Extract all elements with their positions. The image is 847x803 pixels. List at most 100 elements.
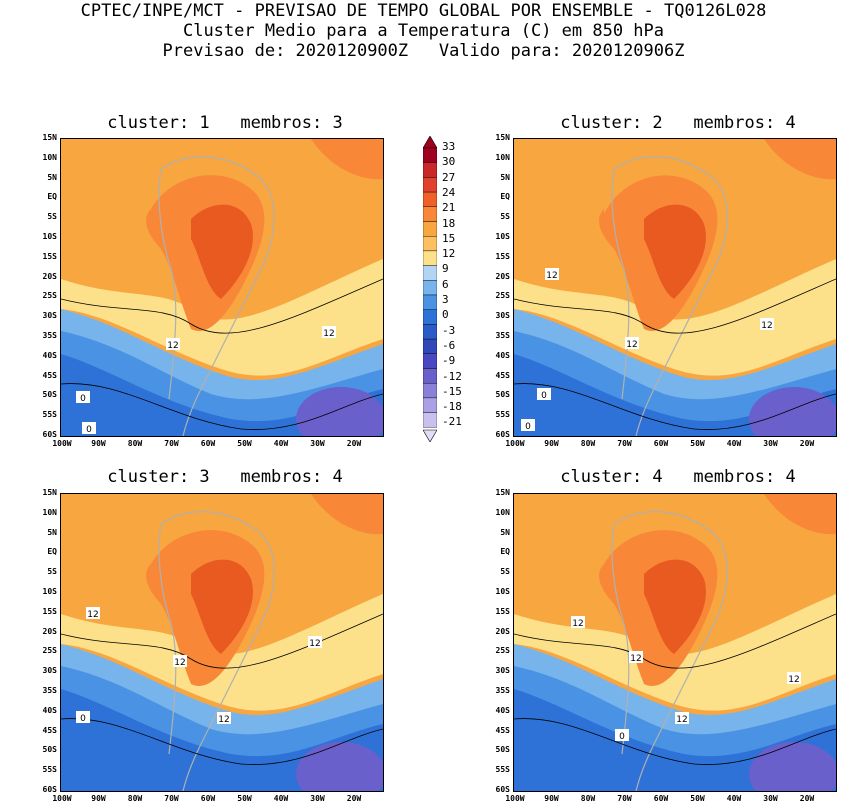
latitude-tick-label: 35S — [42, 686, 57, 695]
panel-4-title: cluster: 4 membros: 4 — [560, 467, 796, 487]
colorbar-swatch — [422, 324, 438, 340]
longitude-tick-label: 40W — [726, 439, 742, 448]
contour-label: 0 — [82, 422, 96, 435]
latitude-tick-label: 5S — [500, 567, 510, 577]
longitude-tick-label: 70W — [164, 794, 179, 803]
contour-label: 12 — [629, 651, 643, 664]
longitude-tick-label: 100W — [505, 794, 525, 803]
latitude-tick-label: 10N — [42, 507, 57, 517]
latitude-tick-label: 45S — [495, 725, 510, 735]
longitude-tick-label: 70W — [164, 439, 179, 448]
colorbar-swatch — [422, 412, 438, 428]
temperature-field-map: 12 12 12 12 0 — [61, 494, 383, 791]
svg-text:12: 12 — [630, 654, 641, 664]
contour-label: 12 — [173, 655, 187, 668]
map-panel-cluster-2: 12 12 12 0 0 — [513, 138, 837, 437]
longitude-tick-label: 30W — [310, 439, 325, 448]
latitude-tick-label: 25S — [42, 291, 57, 301]
latitude-tick-label: 15N — [42, 488, 57, 497]
longitude-tick-label: 40W — [273, 794, 289, 803]
longitude-tick-label: 60W — [200, 794, 216, 803]
colorbar-tick-label: 30 — [442, 155, 456, 169]
latitude-tick-label: 35S — [495, 686, 510, 695]
colorbar-swatch — [422, 206, 438, 222]
latitude-tick-label: 15N — [495, 133, 510, 142]
latitude-tick-label: 45S — [42, 370, 57, 380]
latitude-tick-label: 5S — [47, 567, 57, 577]
longitude-tick-label: 80W — [580, 439, 596, 448]
longitude-tick-label: 100W — [52, 439, 72, 448]
latitude-tick-label: 10N — [495, 152, 510, 162]
longitude-tick-label: 60W — [653, 794, 669, 803]
longitude-tick-label: 70W — [617, 794, 632, 803]
colorbar-tick-label: -3 — [442, 323, 456, 337]
contour-label: 0 — [521, 419, 535, 432]
colorbar-tick-label: -21 — [442, 415, 462, 429]
colorbar-swatch — [422, 162, 438, 178]
svg-text:0: 0 — [80, 394, 86, 404]
latitude-tick-label: 15S — [495, 251, 510, 261]
contour-label: 12 — [545, 268, 559, 281]
latitude-tick-label: 45S — [42, 725, 57, 735]
latitude-tick-label: 15S — [495, 606, 510, 616]
contour-label: 12 — [86, 607, 100, 620]
latitude-tick-label: 60S — [42, 785, 57, 794]
colorbar-tick-label: 27 — [442, 170, 456, 184]
colorbar-swatch — [422, 265, 438, 281]
latitude-tick-label: 40S — [42, 705, 57, 715]
svg-text:0: 0 — [86, 425, 92, 435]
longitude-tick-label: 30W — [763, 439, 778, 448]
svg-text:0: 0 — [525, 422, 531, 432]
svg-text:12: 12 — [167, 341, 178, 351]
contour-label: 12 — [308, 636, 322, 649]
svg-text:12: 12 — [218, 715, 229, 725]
latitude-tick-label: 10N — [42, 152, 57, 162]
longitude-tick-label: 20W — [799, 794, 815, 803]
svg-text:12: 12 — [572, 619, 583, 629]
colorbar-swatch — [422, 309, 438, 325]
contour-label: 12 — [675, 712, 689, 725]
latitude-tick-label: 10S — [42, 587, 57, 596]
longitude-tick-label: 60W — [653, 439, 669, 448]
latitude-tick-label: 40S — [42, 350, 57, 360]
panel-3-title: cluster: 3 membros: 4 — [107, 467, 343, 487]
temperature-colorbar — [422, 135, 438, 443]
longitude-tick-label: 50W — [690, 794, 705, 803]
svg-text:12: 12 — [323, 329, 334, 339]
colorbar-tick-label: 15 — [442, 231, 456, 245]
latitude-tick-label: 25S — [495, 646, 510, 656]
longitude-tick-label: 30W — [310, 794, 325, 803]
svg-text:12: 12 — [676, 715, 687, 725]
latitude-tick-label: 5N — [47, 527, 57, 537]
latitude-tick-label: 35S — [42, 331, 57, 340]
latitude-tick-label: 20S — [495, 626, 510, 636]
svg-text:0: 0 — [541, 391, 547, 401]
contour-label: 0 — [615, 729, 629, 742]
latitude-tick-label: 10S — [42, 232, 57, 241]
panel-1-title: cluster: 1 membros: 3 — [107, 113, 343, 133]
longitude-tick-label: 50W — [237, 439, 252, 448]
latitude-tick-label: 40S — [495, 350, 510, 360]
colorbar-tick-label: 0 — [442, 308, 449, 322]
contour-label: 12 — [217, 712, 231, 725]
colorbar-tick-label: 24 — [442, 185, 456, 199]
longitude-tick-label: 70W — [617, 439, 632, 448]
latitude-tick-label: 55S — [42, 410, 57, 420]
longitude-tick-label: 80W — [580, 794, 596, 803]
contour-label: 12 — [787, 672, 801, 685]
colorbar-tick-label: -12 — [442, 369, 462, 383]
latitude-tick-label: 30S — [495, 666, 510, 676]
longitude-tick-label: 50W — [690, 439, 705, 448]
panel-2-title: cluster: 2 membros: 4 — [560, 113, 796, 133]
latitude-tick-label: 50S — [42, 745, 57, 755]
longitude-tick-label: 40W — [726, 794, 742, 803]
colorbar-swatch — [422, 368, 438, 384]
colorbar-tick-label: 33 — [442, 140, 456, 153]
longitude-tick-label: 60W — [200, 439, 216, 448]
latitude-tick-label: 25S — [495, 291, 510, 301]
temperature-field-map: 12 12 12 12 0 — [514, 494, 836, 791]
temperature-field-map: 12 12 0 0 — [61, 139, 383, 436]
map-panel-cluster-4: 12 12 12 12 0 — [513, 493, 837, 792]
latitude-tick-label: 15S — [42, 251, 57, 261]
colorbar-swatch — [422, 177, 438, 193]
